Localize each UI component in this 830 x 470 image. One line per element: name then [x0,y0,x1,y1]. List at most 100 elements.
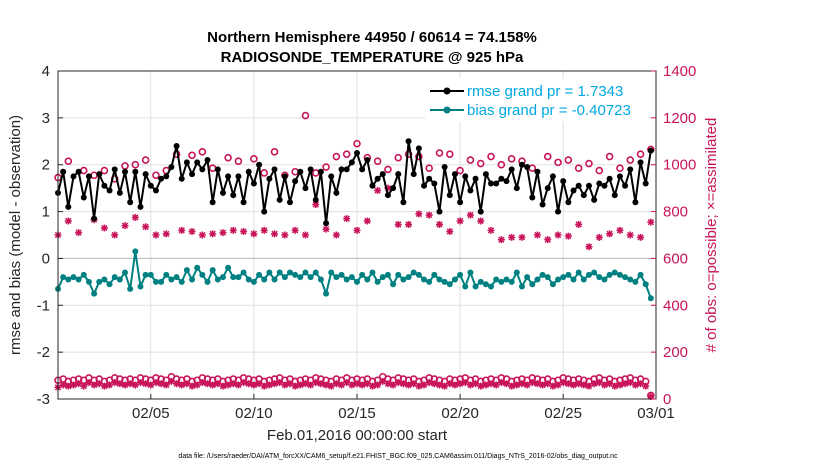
rmse-point [194,159,201,166]
assimilated-obs-upper-point [188,227,196,235]
bias-point [493,276,500,283]
assimilated-obs-upper-point [554,231,562,239]
rmse-point [240,199,247,206]
bias-point [451,276,458,283]
series-layer [54,111,655,401]
assimilated-obs-point [204,380,211,388]
rmse-point [348,159,355,166]
assimilated-obs-point [116,380,124,388]
assimilated-obs-point [585,382,593,390]
assimilated-obs-point [394,379,402,387]
rmse-point [627,166,634,173]
assimilated-obs-upper-point [353,226,361,234]
possible-obs-upper-point [100,166,109,175]
bias-point [384,271,391,278]
y-tick-label: 3 [42,110,50,127]
rmse-point [178,175,185,182]
bias-point [147,271,154,278]
rmse-point [555,208,562,215]
legend-box [425,78,649,122]
assimilated-obs-upper-point [466,211,474,219]
bias-point [256,271,263,278]
bias-point [333,274,340,281]
assimilated-obs-point [245,380,253,388]
bias-point [472,283,479,290]
rmse-point [214,166,221,173]
assimilated-obs-point [85,379,93,387]
rmse-point [276,196,283,203]
assimilated-obs-upper-point [415,210,423,218]
assimilated-obs-point [570,381,578,389]
rmse-point [96,171,103,178]
rmse-point [199,166,206,173]
assimilated-obs-point [291,382,299,390]
assimilated-obs-point [430,380,438,388]
possible-obs-upper-point [528,164,537,173]
bias-point [426,278,433,285]
rmse-point [570,187,577,194]
assimilated-obs-point [461,379,469,387]
bias-point [328,269,335,276]
bias-point [240,269,247,276]
bias-point [302,269,309,276]
possible-obs-upper-point [234,157,243,165]
possible-obs-upper-point [322,163,330,171]
assimilated-obs-point [327,382,335,390]
bias-point [70,274,77,281]
assimilated-obs-upper-point [271,230,279,238]
assimilated-obs-point [497,379,505,387]
y2-tick-label: 400 [663,297,688,314]
x-tick-label: 02/20 [441,405,479,422]
bias-point [498,278,505,285]
assimilated-obs-upper-point [111,231,119,239]
bias-point [529,281,536,288]
rmse-point [400,199,407,206]
assimilated-obs-point [616,381,624,389]
rmse-point [256,161,263,168]
rmse-point [189,171,196,178]
rmse-point [204,157,211,164]
assimilated-obs-point [265,381,273,389]
assimilated-obs-point [312,379,320,387]
bias-point [281,274,288,281]
bias-point [462,283,469,290]
assimilated-obs-upper-point [637,233,645,241]
rmse-point [317,168,324,175]
assimilated-obs-point [358,381,366,389]
assimilated-obs-upper-point [219,229,227,237]
rmse-point [524,164,531,171]
possible-obs-upper-point [64,157,73,165]
bias-point [271,276,278,283]
bias-point [307,274,314,281]
rmse-point [467,187,474,194]
rmse-point [390,185,397,192]
possible-obs-upper-point [435,149,444,157]
bias-point [168,276,175,283]
rmse-point [297,168,304,175]
rmse-point [323,220,330,227]
bias-point [317,276,324,283]
rmse-point [374,175,381,182]
y2-tick-label: 1000 [663,157,696,174]
possible-obs-upper-point [188,151,196,160]
rmse-point [477,208,484,215]
rmse-point [127,199,134,206]
assimilated-obs-point [271,380,279,388]
bias-point [524,274,531,281]
bias-point [539,271,546,278]
bias-point [354,278,360,285]
assimilated-obs-point [260,382,268,390]
bias-point [173,274,180,281]
bias-point [116,276,123,283]
assimilated-obs-upper-point [332,231,340,239]
bias-point [477,278,484,285]
rmse-point [529,194,536,201]
rmse-point [235,173,242,180]
possible-obs-upper-point [456,166,464,175]
bias-point [75,276,82,283]
bias-point [80,271,87,278]
assimilated-obs-point [637,380,645,388]
assimilated-obs-upper-point [162,230,170,238]
assimilated-obs-point [482,381,490,389]
bias-point [163,271,170,278]
